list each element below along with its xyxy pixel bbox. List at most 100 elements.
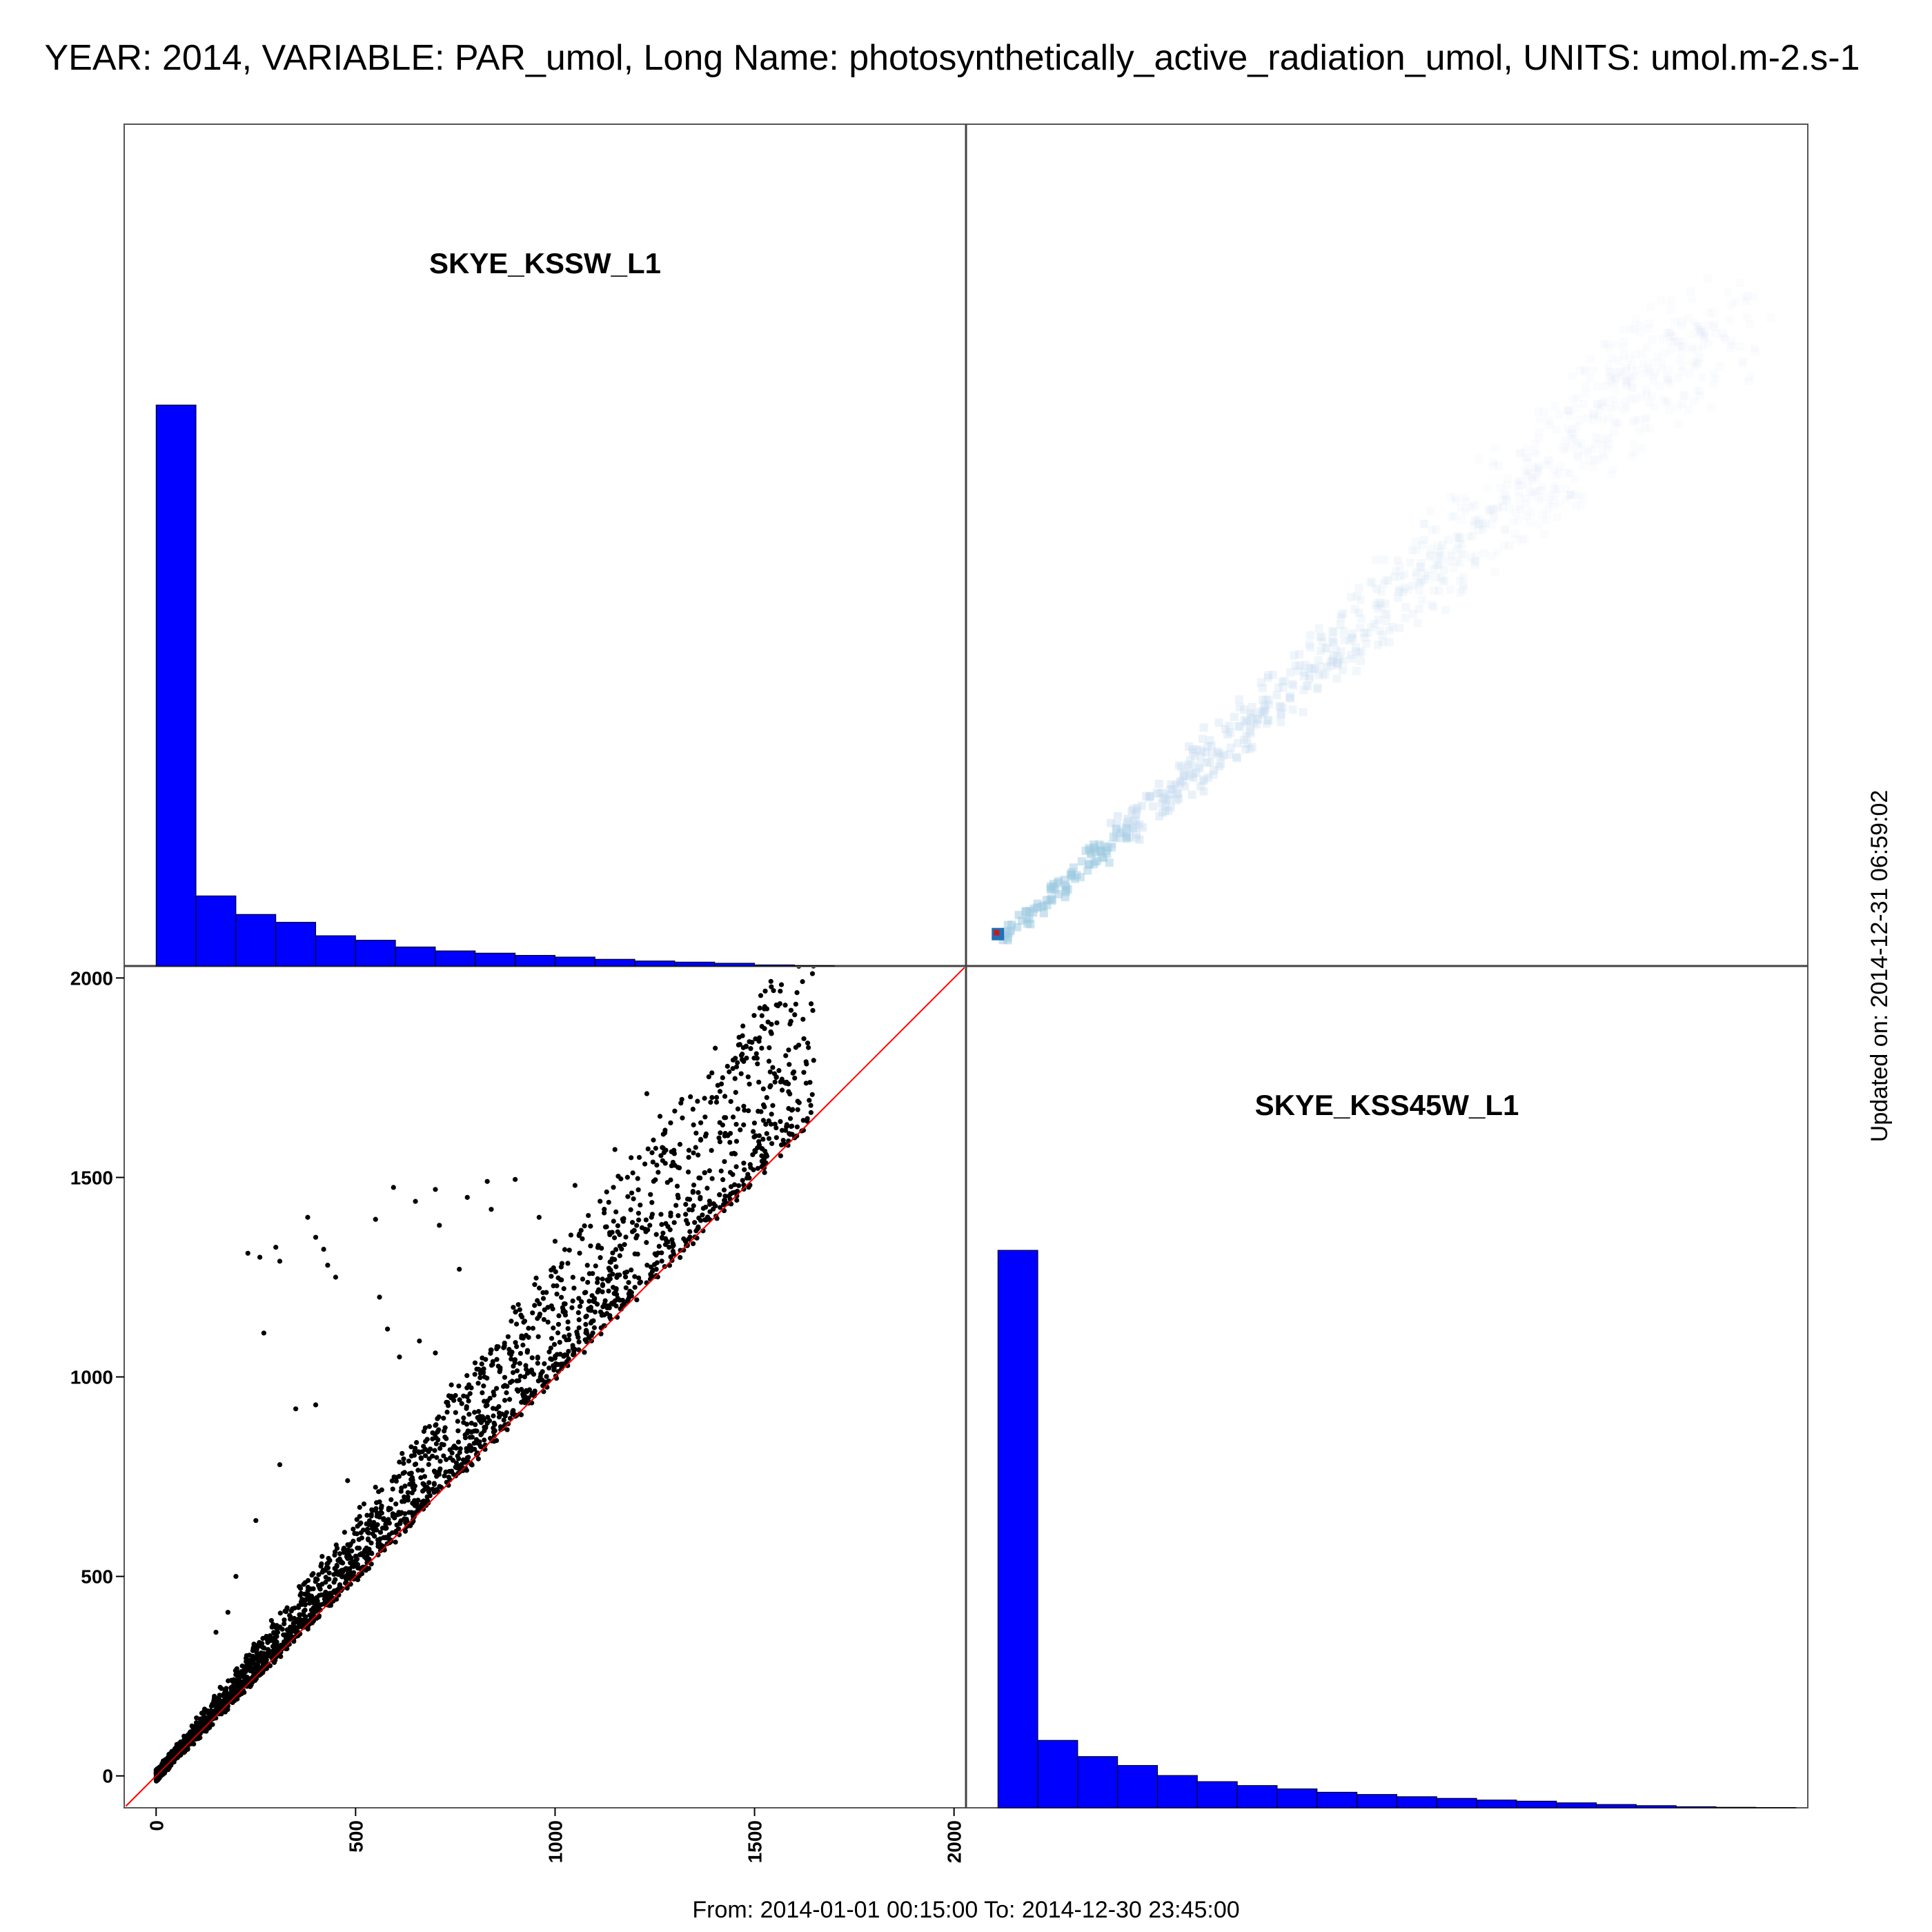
- histogram-bar: [1196, 1781, 1238, 1808]
- scatter-point: [627, 1288, 633, 1294]
- density-cell: [1339, 666, 1348, 675]
- density-cell: [1434, 560, 1443, 569]
- scatter-point: [513, 1310, 518, 1315]
- density-cell: [1595, 434, 1604, 443]
- scatter-point: [201, 1711, 207, 1716]
- density-cell: [1736, 342, 1745, 351]
- density-cell: [1573, 451, 1582, 460]
- density-cell: [1180, 771, 1189, 780]
- density-cell: [1581, 382, 1590, 391]
- density-cell: [1295, 661, 1304, 670]
- scatter-point: [501, 1417, 506, 1423]
- density-cell: [1372, 555, 1381, 564]
- scatter-point: [219, 1686, 224, 1691]
- scatter-point: [496, 1414, 502, 1420]
- scatter-point: [685, 1221, 691, 1226]
- scatter-point: [325, 1565, 331, 1570]
- density-cell: [1337, 647, 1346, 656]
- density-cell: [1584, 413, 1593, 422]
- scatter-point: [690, 1189, 696, 1194]
- density-cell: [1351, 642, 1360, 651]
- scatter-point: [750, 1129, 756, 1134]
- density-cell: [1412, 546, 1421, 555]
- scatter-point: [303, 1614, 308, 1619]
- density-cell: [1176, 777, 1185, 786]
- scatter-point: [645, 1146, 651, 1152]
- scatter-point: [422, 1425, 428, 1430]
- density-cell: [1429, 586, 1438, 595]
- density-cell: [1486, 507, 1495, 516]
- density-cell: [1123, 834, 1132, 843]
- scatter-point: [437, 1459, 443, 1464]
- scatter-point: [653, 1145, 658, 1151]
- scatter-point: [472, 1410, 477, 1415]
- scatter-point-outlier: [720, 1075, 725, 1081]
- scatter-point: [686, 1207, 692, 1212]
- density-cell: [1106, 818, 1115, 827]
- scatter-point: [589, 1293, 595, 1299]
- density-cell: [1709, 380, 1718, 389]
- scatter-point: [390, 1486, 395, 1492]
- density-cell: [1638, 444, 1647, 453]
- scatter-point: [792, 1012, 798, 1018]
- scatter-point: [400, 1450, 405, 1457]
- density-cell: [1154, 779, 1163, 788]
- scatter-point: [520, 1342, 526, 1348]
- density-cell: [1046, 882, 1055, 891]
- scatter-point: [426, 1461, 431, 1468]
- scatter-point: [808, 1103, 814, 1108]
- density-cell: [1413, 619, 1422, 628]
- density-cell: [1615, 368, 1624, 377]
- density-cell: [1069, 863, 1078, 872]
- density-cell: [1614, 356, 1623, 365]
- density-cell: [1314, 656, 1323, 665]
- scatter-point: [768, 978, 773, 984]
- scatter-point: [588, 1305, 593, 1310]
- density-cell: [1549, 465, 1558, 474]
- scatter-point: [391, 1474, 397, 1480]
- density-cell: [1132, 834, 1141, 842]
- density-cell: [1634, 415, 1643, 424]
- density-cell: [1125, 825, 1134, 834]
- scatter-point: [504, 1410, 509, 1415]
- scatter-point: [436, 1427, 442, 1432]
- scatter-point: [488, 1347, 494, 1352]
- density-cell: [1175, 761, 1184, 770]
- density-cell: [1566, 491, 1575, 500]
- scatter-point: [515, 1388, 521, 1394]
- density-cell: [1123, 814, 1132, 823]
- histogram-bar: [1157, 1775, 1198, 1808]
- density-cell: [1396, 572, 1405, 581]
- density-cell: [1699, 332, 1708, 341]
- histogram-bar: [315, 935, 356, 967]
- density-cell: [1604, 444, 1613, 453]
- density-cell: [1515, 492, 1524, 501]
- scatter-point: [751, 1167, 756, 1172]
- density-cell: [1473, 526, 1482, 535]
- density-cell: [1241, 745, 1250, 753]
- density-cell: [1709, 308, 1718, 317]
- density-cell: [1225, 721, 1234, 730]
- scatter-point: [477, 1418, 482, 1423]
- scatter-point: [448, 1393, 454, 1399]
- density-cell: [1664, 397, 1673, 406]
- scatter-point: [649, 1150, 655, 1156]
- identity-line-overlay: [126, 1097, 835, 1806]
- scatter-point: [769, 1021, 774, 1027]
- scatter-point: [268, 1617, 274, 1624]
- density-cell: [1697, 328, 1706, 337]
- scatter-point: [538, 1374, 543, 1380]
- scatter-point: [647, 1223, 653, 1228]
- scatter-point: [435, 1437, 441, 1443]
- histogram-bar: [754, 964, 795, 967]
- variable-label-skye-kss45w: SKYE_KSS45W_L1: [1255, 1089, 1519, 1121]
- density-cell: [1609, 465, 1618, 474]
- density-cell: [1544, 456, 1552, 465]
- density-cell: [1259, 701, 1268, 710]
- scatter-point: [628, 1207, 633, 1212]
- scatter-point: [613, 1303, 619, 1309]
- scatter-point: [226, 1678, 231, 1684]
- density-cell: [1694, 322, 1703, 331]
- density-cell: [1294, 666, 1303, 675]
- scatter-point: [535, 1316, 540, 1321]
